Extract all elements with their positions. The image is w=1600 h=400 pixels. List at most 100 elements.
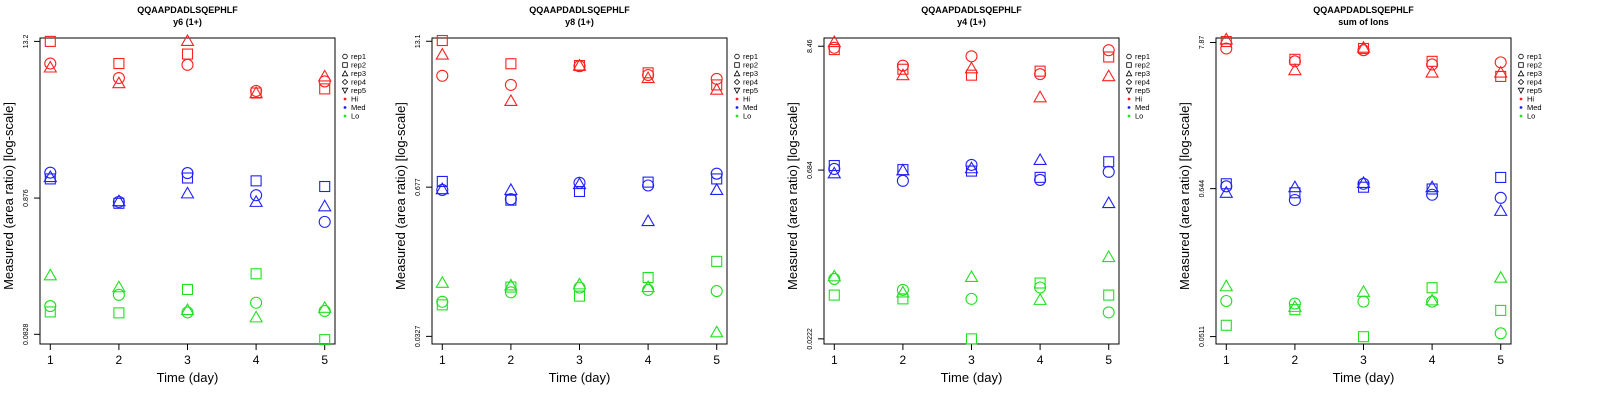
- y-tick-label: 13.1: [415, 34, 422, 48]
- data-point-hi-rep2-day2: [113, 57, 125, 70]
- y-axis-label: Measured (area ratio) [log-scale]: [785, 102, 800, 290]
- legend-triangle-up-icon: [1125, 69, 1133, 77]
- data-point-hi-rep1-day2: [504, 78, 517, 91]
- plot-frame: [431, 37, 728, 345]
- legend-diamond-icon: [1125, 78, 1133, 86]
- data-point-med-rep1-day3: [965, 158, 978, 171]
- legend-square-icon: [342, 62, 348, 68]
- legend-label-rep1: rep1: [351, 52, 366, 61]
- x-tick-label: 5: [713, 353, 720, 367]
- data-point-lo-rep1-day3: [1357, 295, 1370, 308]
- data-point-hi-rep1-day1: [436, 69, 449, 82]
- data-point-hi-rep3-day3: [1356, 40, 1371, 53]
- data-point-lo-rep2-day4: [250, 268, 262, 280]
- legend-label-rep3: rep3: [1527, 69, 1542, 78]
- x-tick-label: 2: [900, 353, 907, 367]
- data-point-lo-rep1-day1: [828, 272, 841, 285]
- data-point-lo-rep1-day2: [896, 283, 909, 296]
- data-point-med-rep3-day1: [827, 166, 842, 179]
- data-point-hi-rep3-day2: [895, 68, 910, 81]
- data-point-lo-rep1-day1: [44, 300, 57, 313]
- data-point-lo-rep2-day5: [319, 334, 331, 346]
- data-point-med-rep2-day4: [250, 175, 262, 187]
- y-tick-label: 0.677: [415, 178, 422, 196]
- data-point-lo-rep3-day4: [641, 279, 656, 293]
- legend-circle-icon: [734, 53, 740, 60]
- data-point-hi-rep2-day2: [897, 63, 909, 75]
- chart-panel-3: QQAAPDADLSQEPHLF y4 (1+) 1 2 3 4 5 Time (day) 8.…: [785, 5, 1150, 385]
- legend-dot-icon: [1519, 106, 1523, 109]
- data-point-lo-rep3-day3: [1356, 284, 1371, 297]
- x-tick-label: 3: [576, 353, 583, 367]
- data-point-lo-rep3-day4: [1033, 292, 1048, 305]
- data-point-hi-rep3-day5: [1101, 69, 1116, 82]
- data-point-hi-rep3-day1: [435, 47, 450, 60]
- data-point-lo-rep1-day2: [1288, 297, 1301, 310]
- legend-triangle-up-icon: [1517, 69, 1525, 77]
- data-point-hi-rep3-day5: [1493, 65, 1508, 78]
- data-point-med-rep3-day3: [964, 161, 979, 174]
- data-point-hi-rep3-day5: [317, 69, 332, 82]
- data-point-lo-rep3-day2: [895, 285, 910, 298]
- legend-label-rep2: rep2: [1135, 61, 1150, 70]
- legend-label-rep5: rep5: [743, 86, 758, 95]
- legend-label-rep4: rep4: [743, 78, 758, 87]
- data-point-med-rep3-day3: [572, 177, 587, 190]
- legend-dot-icon: [1127, 106, 1131, 109]
- data-point-hi-rep1-day5: [1494, 56, 1507, 69]
- x-tick-label: 3: [184, 353, 191, 367]
- data-point-lo-rep1-day3: [965, 292, 978, 305]
- legend-circle-icon: [1518, 53, 1524, 60]
- data-point-lo-rep1-day4: [642, 283, 655, 296]
- data-point-med-rep3-day5: [1493, 203, 1508, 216]
- data-point-hi-rep1-day1: [1220, 42, 1233, 55]
- data-point-lo-rep2-day1: [1220, 319, 1232, 331]
- legend-dot-icon: [343, 106, 347, 109]
- legend-triangle-up-icon: [341, 69, 349, 77]
- legend-label-hi: Hi: [351, 95, 358, 104]
- legend-label-rep2: rep2: [743, 61, 758, 70]
- data-point-lo-rep2-day4: [1426, 282, 1438, 294]
- data-point-med-rep3-day5: [317, 199, 332, 212]
- data-point-med-rep2-day1: [436, 175, 448, 188]
- legend-label-rep1: rep1: [1527, 52, 1542, 61]
- data-point-hi-rep2-day4: [1426, 55, 1438, 67]
- data-point-hi-rep3-day4: [1033, 90, 1048, 103]
- legend-label-rep5: rep5: [1135, 86, 1150, 95]
- data-point-lo-rep3-day1: [435, 275, 450, 288]
- x-tick-label: 1: [439, 353, 446, 367]
- legend-label-rep2: rep2: [351, 61, 366, 70]
- data-point-hi-rep2-day1: [436, 34, 448, 47]
- data-point-med-rep3-day2: [1287, 180, 1302, 193]
- data-point-med-rep3-day1: [1219, 185, 1234, 198]
- data-point-lo-rep3-day5: [1101, 249, 1116, 263]
- legend-triangle-down-icon: [341, 87, 349, 95]
- legend-label-rep1: rep1: [743, 52, 758, 61]
- data-point-hi-rep3-day1: [43, 60, 58, 73]
- data-point-hi-rep3-day5: [709, 82, 724, 95]
- legend-label-lo: Lo: [1135, 112, 1143, 121]
- data-point-med-rep2-day3: [573, 185, 586, 198]
- data-point-med-rep2-day4: [1034, 171, 1046, 183]
- data-point-med-rep3-day3: [1356, 175, 1371, 188]
- legend-dot-icon: [1519, 97, 1523, 101]
- legend-circle-icon: [1126, 53, 1132, 60]
- data-point-lo-rep1-day5: [1102, 306, 1115, 319]
- legend-square-icon: [1126, 62, 1132, 68]
- data-point-med-rep1-day4: [250, 189, 263, 202]
- y-axis-label: Measured (area ratio) [log-scale]: [1177, 102, 1192, 290]
- data-point-lo-rep1-day5: [318, 304, 331, 318]
- legend-diamond-icon: [1517, 78, 1525, 86]
- legend-dot-icon: [735, 97, 739, 101]
- data-point-hi-rep1-day2: [112, 71, 125, 85]
- data-point-lo-rep2-day4: [1034, 277, 1046, 289]
- data-point-med-rep1-day5: [318, 215, 331, 228]
- data-point-lo-rep2-day1: [436, 299, 448, 311]
- legend-dot-icon: [343, 97, 347, 101]
- data-point-hi-rep2-day4: [1034, 65, 1046, 77]
- data-point-lo-rep2-day4: [642, 271, 654, 284]
- plot-frame: [1215, 37, 1512, 345]
- y-axis-label: Measured (area ratio) [log-scale]: [1, 102, 16, 290]
